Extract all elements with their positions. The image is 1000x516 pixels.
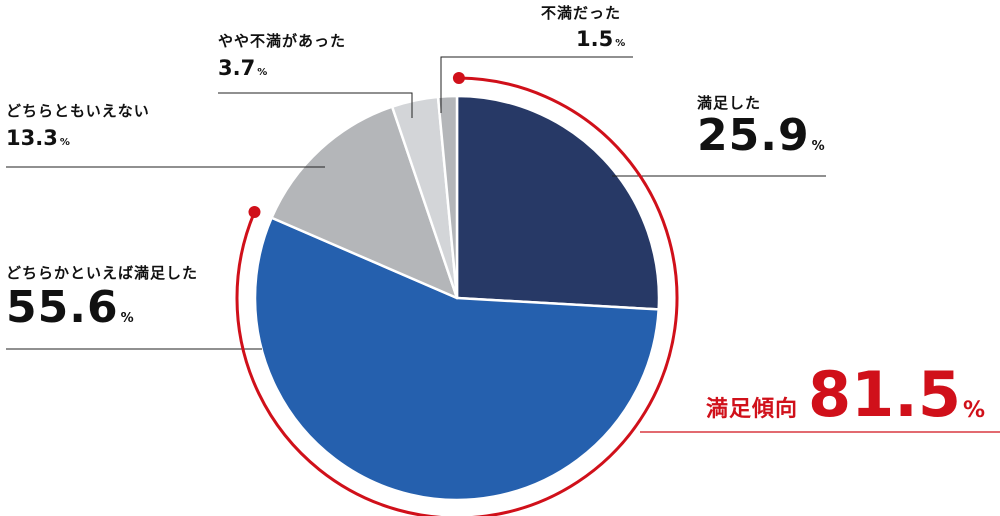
value-somewhat-satisfied-unit: % xyxy=(120,311,134,326)
summary-unit: % xyxy=(963,398,986,423)
label-somewhat-satisfied: どちらかといえば満足した xyxy=(6,264,199,282)
value-somewhat-dissatisfied: 3.7% xyxy=(218,56,267,80)
slice-somewhat-satisfied xyxy=(253,216,660,502)
satisfaction-tendency-summary: 満足傾向 81.5% xyxy=(706,358,985,431)
value-dissatisfied-unit: % xyxy=(615,38,626,49)
value-satisfied: 25.9% xyxy=(697,110,825,161)
arc-end-dot xyxy=(248,206,261,219)
label-somewhat-dissatisfied: やや不満があった xyxy=(218,32,347,50)
value-somewhat-dissatisfied-unit: % xyxy=(257,67,268,78)
slice-satisfied xyxy=(455,94,661,311)
slice-dissatisfied xyxy=(436,94,459,300)
leader-line-dissatisfied xyxy=(440,56,633,113)
label-dissatisfied: 不満だった xyxy=(541,4,622,22)
value-somewhat-dissatisfied-number: 3.7 xyxy=(218,56,256,80)
value-somewhat-satisfied: 55.6% xyxy=(6,282,134,333)
summary-label: 満足傾向 xyxy=(706,397,799,422)
value-satisfied-number: 25.9 xyxy=(697,110,810,161)
value-dissatisfied-number: 1.5 xyxy=(576,27,614,51)
slice-neutral xyxy=(270,105,459,300)
leader-line-somewhat-dissatisfied xyxy=(218,92,413,118)
value-neutral-number: 13.3 xyxy=(6,126,58,150)
arc-start-dot xyxy=(452,72,465,85)
satisfaction-tendency-arc xyxy=(235,76,679,516)
value-somewhat-satisfied-number: 55.6 xyxy=(6,282,119,333)
value-neutral: 13.3% xyxy=(6,126,70,150)
value-neutral-unit: % xyxy=(59,137,70,148)
summary-value: 81.5 xyxy=(808,358,961,431)
value-satisfied-unit: % xyxy=(811,139,825,154)
label-neutral: どちらともいえない xyxy=(6,102,150,120)
label-satisfied: 満足した xyxy=(697,94,762,112)
value-dissatisfied: 1.5% xyxy=(576,27,625,51)
